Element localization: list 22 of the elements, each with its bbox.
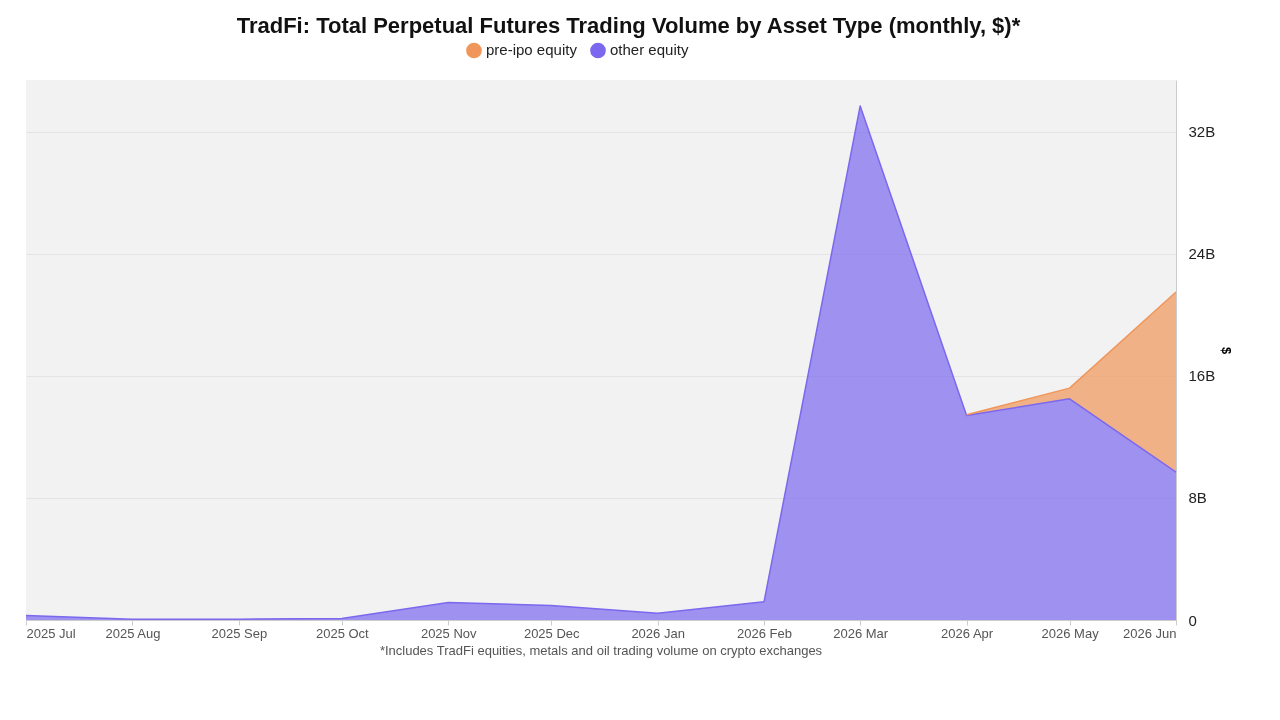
x-tick-label: 2025 Sep — [211, 625, 268, 641]
x-tick-label: 2025 Dec — [523, 625, 581, 641]
y-tick-label: 24B — [1188, 245, 1216, 263]
legend-label: pre-ipo equity — [486, 41, 578, 59]
text: *Includes TradFi equities, metals and oil trading volume on crypto exchanges — [379, 643, 823, 658]
y-tick-label: 0 — [1188, 611, 1197, 629]
chart-title: TradFi: Total Perpetual Futures Trading Volume by Asset Type (monthly, $)* — [236, 13, 1021, 38]
x-tick-label: 2025 Aug — [105, 625, 161, 641]
x-tick-label: 2026 Jan — [631, 625, 685, 641]
x-tick-label: 2025 Nov — [420, 625, 478, 641]
x-tick-label: 2026 Mar — [833, 625, 889, 641]
y-tick-label: 8B — [1188, 489, 1207, 507]
x-tick-label: 2026 Feb — [737, 625, 793, 641]
y-tick-label: 32B — [1188, 123, 1216, 141]
x-tick-label: 2026 Jun — [1123, 625, 1177, 641]
x-tick-label: 2026 May — [1041, 625, 1100, 641]
legend-label: other equity — [610, 41, 689, 59]
y-axis-title: $ — [1219, 346, 1235, 355]
y-tick-label: 16B — [1188, 367, 1216, 385]
x-tick-label: 2025 Jul — [26, 625, 76, 641]
x-tick-label: 2025 Oct — [315, 625, 370, 641]
x-tick-label: 2026 Apr — [941, 625, 994, 641]
